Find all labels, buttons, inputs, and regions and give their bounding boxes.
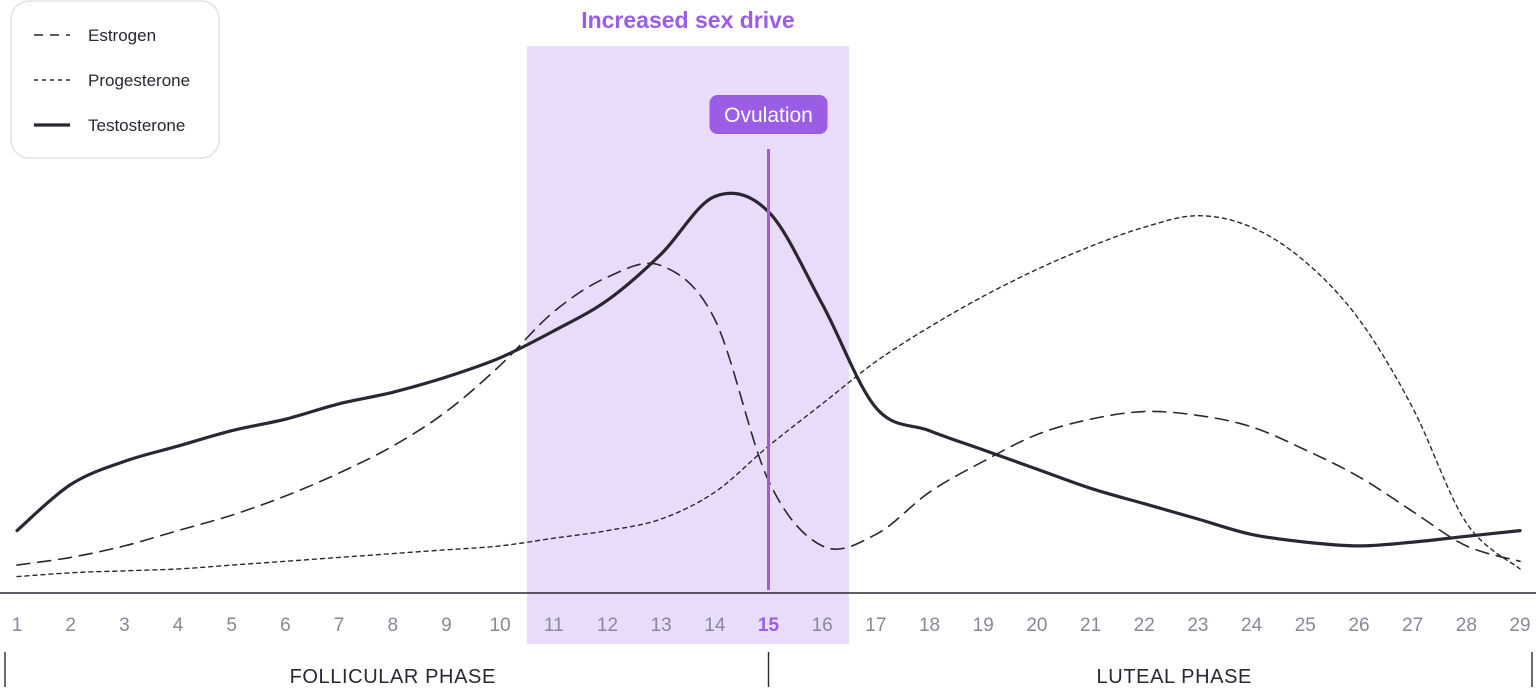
estrogen-line (16, 262, 1521, 566)
legend-box (10, 0, 220, 159)
x-tick-12: 12 (597, 615, 618, 636)
x-tick-8: 8 (387, 615, 398, 636)
legend-label-testosterone: Testosterone (88, 116, 185, 135)
series-group (15, 191, 1522, 578)
x-tick-9: 9 (441, 615, 452, 636)
x-tick-15: 15 (758, 615, 780, 636)
x-tick-7: 7 (334, 615, 345, 636)
x-tick-18: 18 (919, 615, 940, 636)
phase-label-follicular-phase: FOLLICULAR PHASE (290, 666, 496, 688)
x-tick-21: 21 (1080, 615, 1101, 636)
x-tick-17: 17 (865, 615, 886, 636)
ovulation-badge (709, 95, 828, 134)
increased-sex-drive-band (526, 46, 850, 644)
x-tick-23: 23 (1187, 615, 1208, 636)
ovulation-label: Ovulation (724, 104, 813, 127)
x-tick-20: 20 (1026, 615, 1047, 636)
x-tick-11: 11 (544, 615, 564, 636)
x-tick-13: 13 (651, 615, 672, 636)
x-tick-14: 14 (704, 615, 726, 636)
highlight-band-group: Increased sex drive (526, 7, 850, 644)
x-tick-labels: 1 2 3 4 5 6 7 8 9 10 11 12 13 14 15 16 17 18 19 20 21 22 23 24 2… (12, 615, 1531, 636)
x-tick-16: 16 (812, 615, 833, 636)
phase-label-luteal-phase: LUTEAL PHASE (1097, 666, 1252, 688)
x-tick-22: 22 (1134, 615, 1155, 636)
x-tick-6: 6 (280, 615, 291, 636)
x-tick-27: 27 (1402, 615, 1423, 636)
legend-label-progesterone: Progesterone (88, 71, 190, 90)
x-tick-10: 10 (490, 615, 511, 636)
x-tick-3: 3 (119, 615, 130, 636)
x-tick-28: 28 (1456, 615, 1477, 636)
increased-sex-drive-label: Increased sex drive (581, 7, 795, 33)
testosterone-line (15, 191, 1522, 548)
x-tick-26: 26 (1348, 615, 1369, 636)
x-tick-19: 19 (973, 615, 994, 636)
ovulation-marker-group: Ovulation (709, 95, 828, 590)
legend: Estrogen Progesterone Testosterone (10, 0, 220, 159)
x-tick-5: 5 (226, 615, 237, 636)
progesterone-line (16, 215, 1521, 578)
phase-labels: FOLLICULAR PHASE LUTEAL PHASE (4, 652, 1533, 688)
x-tick-4: 4 (173, 615, 184, 636)
x-tick-1: 1 (12, 615, 23, 636)
x-tick-2: 2 (65, 615, 76, 636)
x-tick-24: 24 (1241, 615, 1263, 636)
x-tick-25: 25 (1295, 615, 1316, 636)
legend-label-estrogen: Estrogen (88, 26, 156, 45)
x-tick-29: 29 (1509, 615, 1530, 636)
